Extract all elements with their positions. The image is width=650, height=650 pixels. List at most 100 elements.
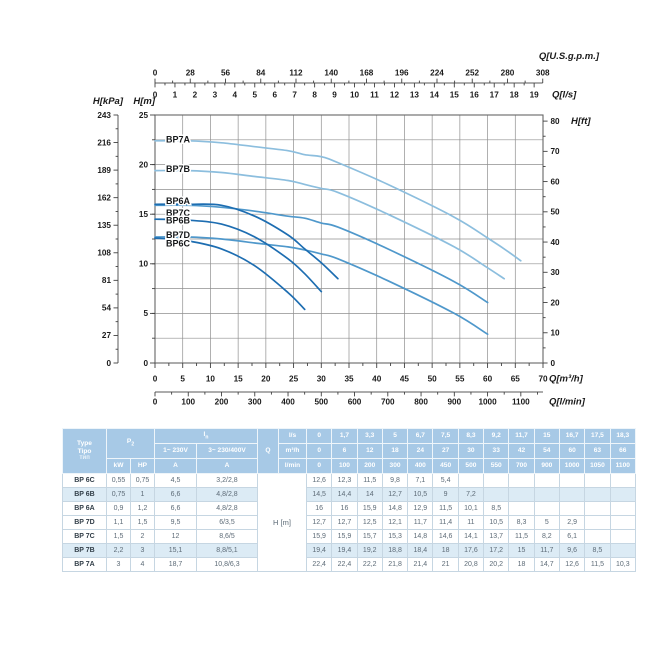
ls-tick-label: 18 xyxy=(510,91,520,100)
flow-ls-value-11: 17,5 xyxy=(584,428,611,444)
cell-head-9: 5 xyxy=(533,515,560,530)
cell-head-5: 14,6 xyxy=(432,529,459,544)
pump-type: BP 7D xyxy=(62,515,107,530)
cell-head-5: 11,5 xyxy=(432,501,459,516)
cell-head-10 xyxy=(558,473,586,488)
cell-a400: 4,8/2,8 xyxy=(196,487,258,502)
curve-label-BP7A: BP7A xyxy=(166,134,191,144)
pump-row-BP6B: BP 6B 0,75 1 6,6 4,8/2,8 14,5 14,4 14 12,7 10,5 9 7… xyxy=(62,487,637,502)
meters-tick-label: 25 xyxy=(139,111,149,120)
performance-table: Type Tipo Тип P2 In Q l/s 0 1,7 3,3 5 6,7 7,5… xyxy=(62,428,637,572)
pump-type: BP 7B xyxy=(62,543,107,558)
cell-head-0: 22,4 xyxy=(305,557,333,572)
gpm-tick-label: 84 xyxy=(256,69,266,78)
ls-tick-label: 8 xyxy=(312,91,317,100)
cell-head-4: 7,1 xyxy=(407,473,434,488)
cell-head-1: 14,4 xyxy=(331,487,358,502)
cell-head-5: 9 xyxy=(432,487,459,502)
kpa-tick-label: 54 xyxy=(102,304,112,313)
meters-tick-label: 5 xyxy=(143,309,148,318)
ls-tick-label: 10 xyxy=(350,91,360,100)
m3h-tick-label: 15 xyxy=(234,375,244,384)
meters-tick-label: 15 xyxy=(139,210,149,219)
cell-head-9 xyxy=(533,501,560,516)
m3h-tick-label: 70 xyxy=(538,375,548,384)
cell-head-6: 7,2 xyxy=(457,487,485,502)
column-header-400v: 3~ 230/400V xyxy=(196,443,258,459)
cell-head-2: 22,2 xyxy=(356,557,383,572)
column-header-p2: P2 xyxy=(106,428,155,459)
ft-tick-label: 0 xyxy=(551,359,556,368)
cell-head-0: 16 xyxy=(305,501,333,516)
pump-type: BP 6B xyxy=(62,487,107,502)
flow-m3h-value-10: 60 xyxy=(558,443,586,459)
cell-a400: 10,8/6,3 xyxy=(196,557,258,572)
axis-label-gpm: Q[U.S.g.p.m.] xyxy=(539,51,600,62)
lmin-tick-label: 800 xyxy=(414,398,428,407)
lmin-tick-label: 700 xyxy=(381,398,395,407)
cell-head-2: 19,2 xyxy=(356,543,383,558)
cell-head-5: 5,4 xyxy=(432,473,459,488)
flow-m3h-value-0: 0 xyxy=(305,443,333,459)
flow-m3h-value-9: 54 xyxy=(533,443,560,459)
cell-head-0: 12,7 xyxy=(305,515,333,530)
flow-m3h-value-5: 27 xyxy=(432,443,459,459)
cell-head-1: 19,4 xyxy=(331,543,358,558)
pump-row-BP7C: BP 7C 1,5 2 12 8,6/5 15,9 15,9 15,7 15,3 14,8 14,6… xyxy=(62,529,637,544)
cell-head-12 xyxy=(609,529,637,544)
ls-tick-label: 5 xyxy=(252,91,257,100)
cell-kw: 2,2 xyxy=(106,543,131,558)
ft-tick-label: 30 xyxy=(551,268,561,277)
cell-head-7: 8,5 xyxy=(483,501,510,516)
meters-tick-label: 20 xyxy=(139,160,149,169)
m3h-tick-label: 5 xyxy=(180,375,185,384)
cell-hp: 0,75 xyxy=(130,473,155,488)
lmin-tick-label: 600 xyxy=(348,398,362,407)
axis-label-m3h: Q[m³/h] xyxy=(549,374,584,385)
flow-m3h-value-8: 42 xyxy=(508,443,535,459)
kpa-tick-label: 108 xyxy=(97,249,111,258)
cell-head-8 xyxy=(508,501,535,516)
cell-head-12 xyxy=(609,515,637,530)
ls-tick-label: 6 xyxy=(272,91,277,100)
flow-unit-lmin: l/min xyxy=(278,458,307,474)
cell-kw: 1,1 xyxy=(106,515,131,530)
curve-BP6A xyxy=(154,203,339,280)
cell-head-2: 11,5 xyxy=(356,473,383,488)
cell-head-0: 19,4 xyxy=(305,543,333,558)
cell-head-2: 12,5 xyxy=(356,515,383,530)
cell-hp: 1,5 xyxy=(130,515,155,530)
cell-head-10: 12,6 xyxy=(558,557,586,572)
pump-type: BP 7C xyxy=(62,529,107,544)
ft-tick-label: 70 xyxy=(551,147,561,156)
cell-head-4: 12,9 xyxy=(407,501,434,516)
flow-lmin-value-12: 1100 xyxy=(609,458,637,474)
ls-tick-label: 11 xyxy=(370,91,379,100)
curve-label-BP6B: BP6B xyxy=(166,216,191,226)
flow-m3h-value-2: 12 xyxy=(356,443,383,459)
flow-lmin-value-4: 400 xyxy=(407,458,434,474)
column-header-q: Q xyxy=(257,428,279,474)
flow-m3h-value-4: 24 xyxy=(407,443,434,459)
cell-head-12 xyxy=(609,473,637,488)
gpm-tick-label: 168 xyxy=(360,69,374,78)
cell-head-12 xyxy=(609,501,637,516)
cell-hp: 3 xyxy=(130,543,155,558)
ls-tick-label: 9 xyxy=(332,91,337,100)
flow-unit-ls: l/s xyxy=(278,428,307,444)
m3h-tick-label: 35 xyxy=(344,375,354,384)
ft-tick-label: 40 xyxy=(551,238,561,247)
cell-a230: 6,6 xyxy=(154,487,197,502)
flow-m3h-value-1: 6 xyxy=(331,443,358,459)
cell-head-11 xyxy=(584,473,611,488)
lmin-tick-label: 900 xyxy=(447,398,461,407)
cell-head-0: 14,5 xyxy=(305,487,333,502)
flow-m3h-value-11: 63 xyxy=(584,443,611,459)
cell-a230: 15,1 xyxy=(154,543,197,558)
flow-ls-value-4: 6,7 xyxy=(407,428,434,444)
curve-BP6B xyxy=(154,218,323,293)
cell-kw: 3 xyxy=(106,557,131,572)
gpm-tick-label: 112 xyxy=(289,69,303,78)
cell-head-8 xyxy=(508,473,535,488)
